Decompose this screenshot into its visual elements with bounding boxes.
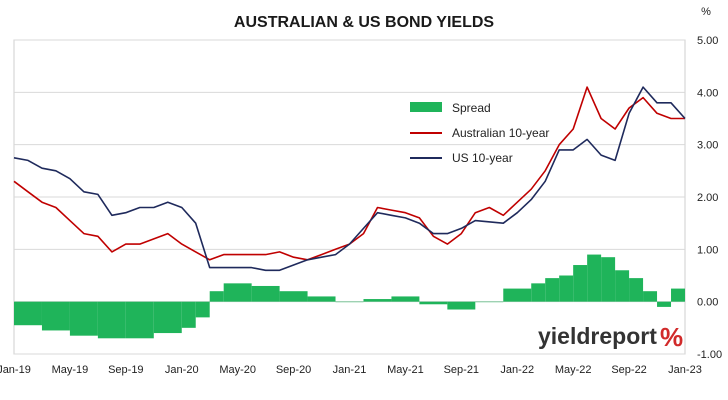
spread-bar: [587, 254, 602, 302]
spread-bar: [41, 301, 70, 331]
spread-bar: [475, 301, 504, 303]
spread-bar: [559, 275, 574, 302]
spread-bar: [363, 299, 392, 302]
spread-bar: [419, 301, 448, 305]
spread-bar: [153, 301, 182, 334]
spread-bar: [503, 288, 532, 302]
x-tick-label: Sep-20: [276, 364, 311, 376]
spread-bar: [223, 283, 252, 302]
x-tick-label: Sep-19: [108, 364, 143, 376]
us-10-year-line: [13, 86, 686, 272]
spread-bar: [657, 301, 672, 307]
x-tick-label: May-20: [219, 364, 256, 376]
x-axis-ticks: Jan-19 May-19 Sep-19 Jan-20 May-20 Sep-20 Jan-…: [0, 364, 702, 376]
spread-bar: [391, 296, 420, 302]
x-tick-label: May-22: [555, 364, 592, 376]
spread-bar: [69, 301, 98, 336]
chart-title: AUSTRALIAN & US BOND YIELDS: [234, 14, 494, 31]
spread-bar: [643, 291, 658, 302]
spread-bar: [209, 291, 224, 302]
y-tick-label: 0.00: [697, 297, 718, 309]
spread-bar: [545, 278, 560, 302]
spread-bar: [601, 257, 616, 302]
spread-bars: [14, 254, 685, 339]
y-axis-ticks: 5.00 4.00 3.00 2.00 1.00 0.00 -1.00: [697, 35, 722, 361]
spread-bar: [335, 301, 364, 303]
legend-label-spread: Spread: [452, 101, 491, 115]
spread-bar: [307, 296, 336, 302]
legend-label-australian: Australian 10-year: [452, 126, 549, 140]
legend: Spread Australian 10-year US 10-year: [410, 101, 549, 165]
spread-bar: [671, 288, 685, 302]
x-tick-label: Jan-23: [668, 364, 702, 376]
legend-label-us: US 10-year: [452, 151, 513, 165]
spread-bar: [615, 270, 630, 302]
x-tick-label: Sep-21: [444, 364, 479, 376]
x-tick-label: Jan-21: [333, 364, 367, 376]
logo-wordmark: yieldreport: [538, 323, 657, 349]
y-tick-label: 2.00: [697, 192, 718, 204]
spread-bar: [181, 301, 196, 328]
logo-percent-symbol: %: [660, 322, 683, 352]
x-tick-label: May-21: [387, 364, 424, 376]
y-tick-label: 4.00: [697, 87, 718, 99]
x-tick-label: Sep-22: [611, 364, 646, 376]
spread-bar: [195, 301, 210, 318]
spread-bar: [629, 278, 644, 302]
x-tick-label: Jan-22: [500, 364, 534, 376]
y-axis-unit-label: %: [701, 6, 711, 18]
y-tick-label: 5.00: [697, 35, 718, 47]
x-tick-label: Jan-20: [165, 364, 199, 376]
spread-bar: [97, 301, 126, 339]
y-tick-label: 1.00: [697, 244, 718, 256]
x-tick-label: Jan-19: [0, 364, 31, 376]
spread-bar: [447, 301, 476, 310]
spread-bar: [14, 301, 42, 326]
spread-bar: [279, 291, 308, 302]
legend-swatch-spread: [410, 102, 442, 112]
y-tick-label: -1.00: [697, 349, 722, 361]
x-tick-label: May-19: [52, 364, 89, 376]
spread-bar: [251, 285, 280, 302]
spread-bar: [531, 283, 546, 302]
spread-bar: [125, 301, 154, 339]
spread-bar: [573, 265, 588, 302]
yieldreport-logo: yieldreport %: [538, 322, 683, 352]
y-tick-label: 3.00: [697, 140, 718, 152]
